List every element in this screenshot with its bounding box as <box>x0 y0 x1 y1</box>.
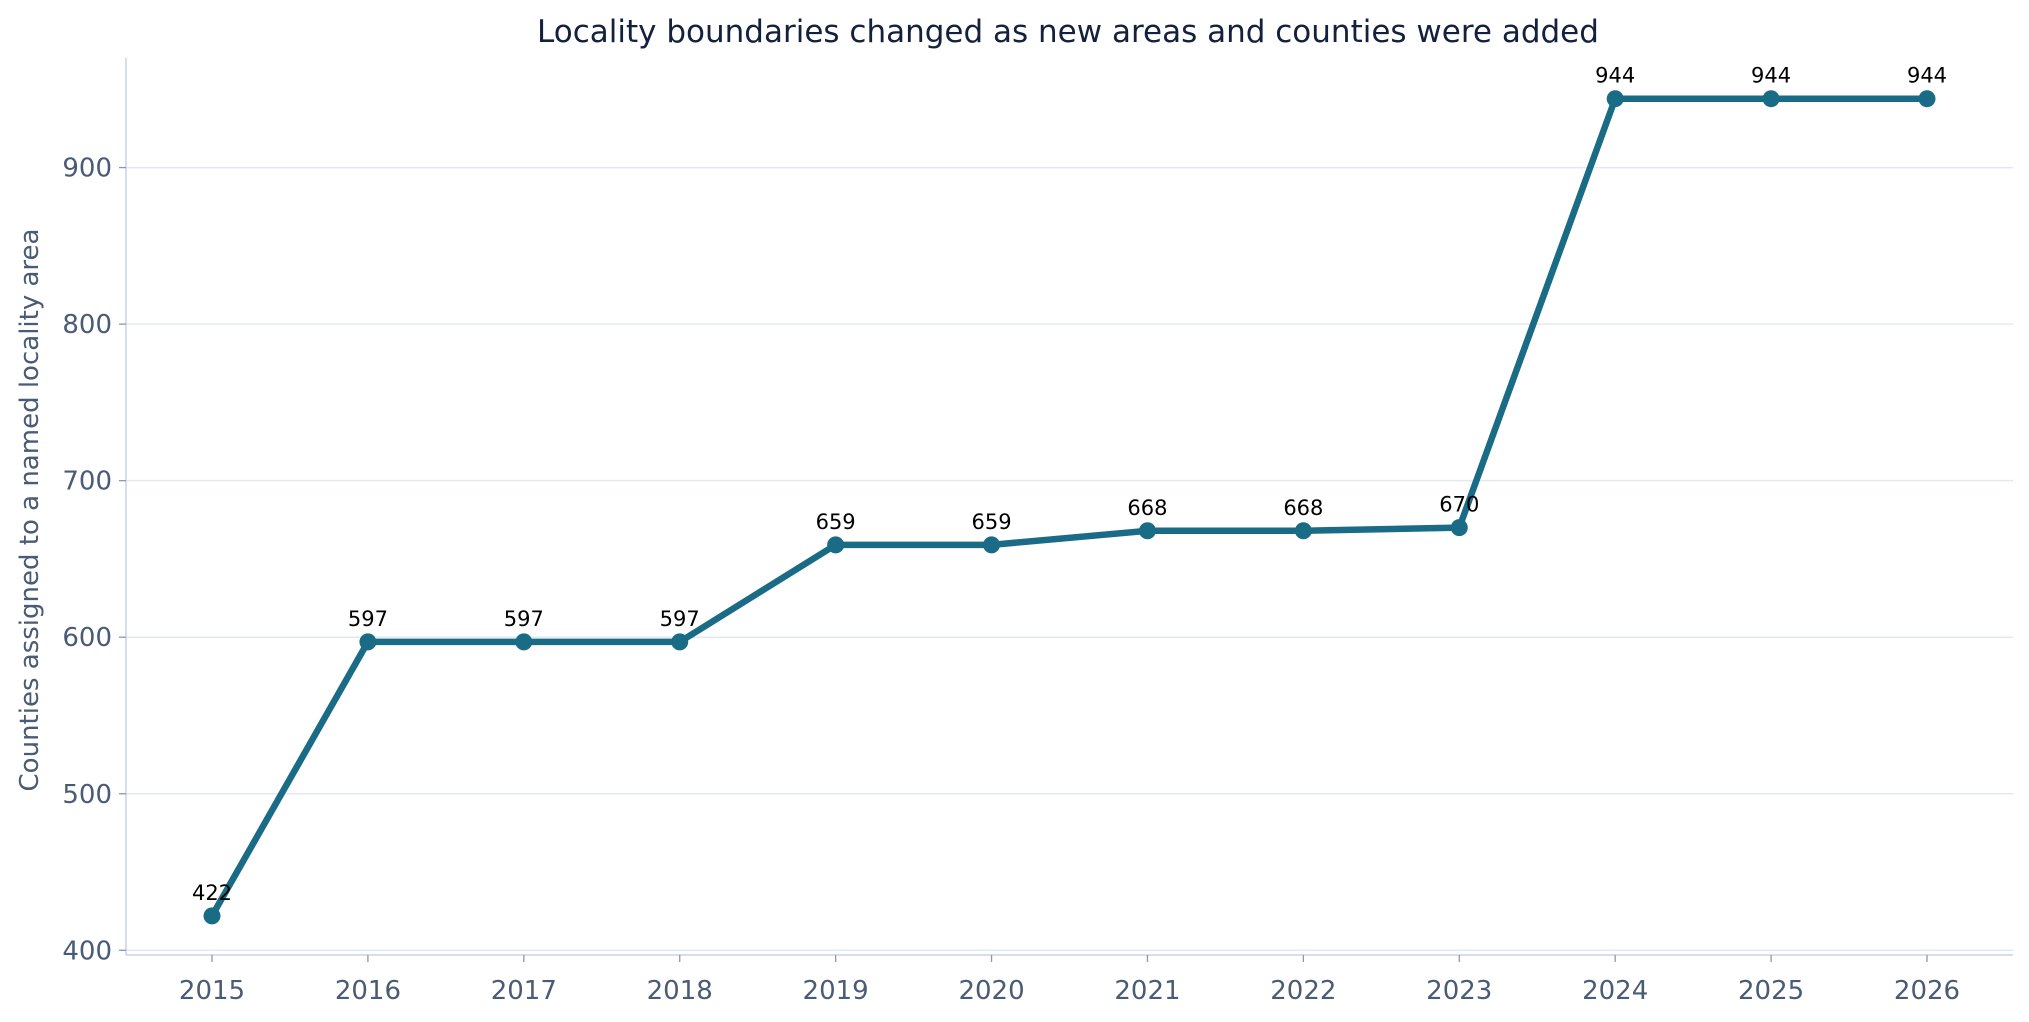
data-point <box>1762 90 1780 108</box>
x-tick-label: 2024 <box>1582 976 1648 1006</box>
y-tick-label: 500 <box>62 780 112 810</box>
data-label: 597 <box>348 607 388 631</box>
gridlines <box>126 166 2013 952</box>
series-group <box>203 90 1936 925</box>
chart-title: Locality boundaries changed as new areas… <box>537 14 1599 50</box>
y-tick-label: 800 <box>62 310 112 340</box>
y-axis-ticks: 400 500 600 700 800 900 <box>62 154 126 966</box>
data-point <box>671 633 689 651</box>
x-tick-label: 2025 <box>1738 976 1804 1006</box>
data-label: 659 <box>971 510 1011 534</box>
data-point <box>1918 90 1936 108</box>
data-label: 944 <box>1751 64 1791 88</box>
data-label: 944 <box>1595 64 1635 88</box>
data-label: 668 <box>1127 496 1167 520</box>
data-point <box>515 633 533 651</box>
x-tick-label: 2023 <box>1426 976 1492 1006</box>
data-point <box>203 907 221 925</box>
data-point <box>827 536 845 554</box>
data-label: 668 <box>1283 496 1323 520</box>
data-point <box>359 633 377 651</box>
data-point <box>1294 522 1312 540</box>
y-tick-label: 600 <box>62 623 112 653</box>
x-tick-label: 2019 <box>803 976 869 1006</box>
x-tick-label: 2016 <box>335 976 401 1006</box>
data-label: 422 <box>192 881 232 905</box>
data-label: 597 <box>504 607 544 631</box>
x-tick-label: 2018 <box>647 976 713 1006</box>
y-tick-label: 400 <box>62 936 112 966</box>
series-line <box>208 95 1931 920</box>
data-point <box>1450 519 1468 537</box>
data-point <box>1138 522 1156 540</box>
x-tick-label: 2020 <box>958 976 1024 1006</box>
y-tick-label: 900 <box>62 154 112 184</box>
y-tick-label: 700 <box>62 467 112 497</box>
data-label: 659 <box>816 510 856 534</box>
y-axis-label: Counties assigned to a named locality ar… <box>15 229 45 792</box>
data-labels: 422 597 597 597 659 659 668 668 670 944 944 944 <box>192 64 1947 905</box>
data-point <box>983 536 1001 554</box>
x-tick-label: 2015 <box>179 976 245 1006</box>
data-label: 944 <box>1907 64 1947 88</box>
axes <box>125 58 2013 956</box>
data-label: 670 <box>1439 493 1479 517</box>
x-tick-label: 2017 <box>491 976 557 1006</box>
data-label: 597 <box>660 607 700 631</box>
x-tick-label: 2026 <box>1894 976 1960 1006</box>
x-axis-ticks: 2015 2016 2017 2018 2019 2020 2021 2022 2023 2024… <box>179 955 1960 1006</box>
data-point <box>1606 90 1624 108</box>
x-tick-label: 2021 <box>1114 976 1180 1006</box>
x-tick-label: 2022 <box>1270 976 1336 1006</box>
